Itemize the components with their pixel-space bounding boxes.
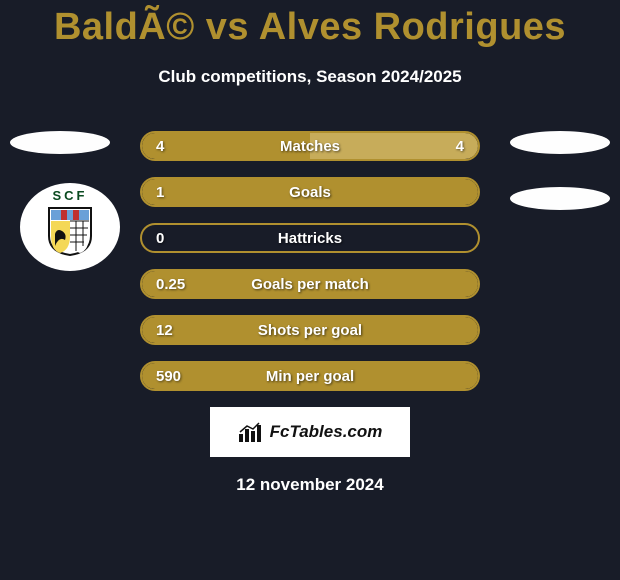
- content-area: SCF 44Matches1G: [0, 131, 620, 495]
- stat-label: Goals: [142, 184, 478, 201]
- stat-row: 590Min per goal: [140, 361, 480, 391]
- stat-label: Min per goal: [142, 368, 478, 385]
- stat-row: 0Hattricks: [140, 223, 480, 253]
- placeholder-ellipse-top-right: [510, 131, 610, 154]
- stat-row: 0.25Goals per match: [140, 269, 480, 299]
- placeholder-ellipse-top-left: [10, 131, 110, 154]
- stat-label: Goals per match: [142, 276, 478, 293]
- date-text: 12 november 2024: [0, 475, 620, 495]
- subtitle: Club competitions, Season 2024/2025: [0, 67, 620, 87]
- widget-container: BaldÃ© vs Alves Rodrigues Club competiti…: [0, 0, 620, 495]
- club-badge: SCF: [20, 183, 120, 271]
- stat-row: 44Matches: [140, 131, 480, 161]
- stat-label: Shots per goal: [142, 322, 478, 339]
- stat-row: 1Goals: [140, 177, 480, 207]
- shield-icon: [47, 206, 93, 256]
- brand-text: FcTables.com: [270, 422, 383, 442]
- stat-label: Hattricks: [142, 230, 478, 247]
- stats-list: 44Matches 1Goals 0Hattricks 0.25Goals per m…: [140, 131, 480, 391]
- brand-box[interactable]: FcTables.com: [210, 407, 410, 457]
- club-badge-letters: SCF: [53, 188, 88, 203]
- stat-label: Matches: [142, 138, 478, 155]
- page-title: BaldÃ© vs Alves Rodrigues: [0, 0, 620, 49]
- bar-chart-icon: [238, 422, 266, 442]
- stat-row: 12Shots per goal: [140, 315, 480, 345]
- placeholder-ellipse-right-2: [510, 187, 610, 210]
